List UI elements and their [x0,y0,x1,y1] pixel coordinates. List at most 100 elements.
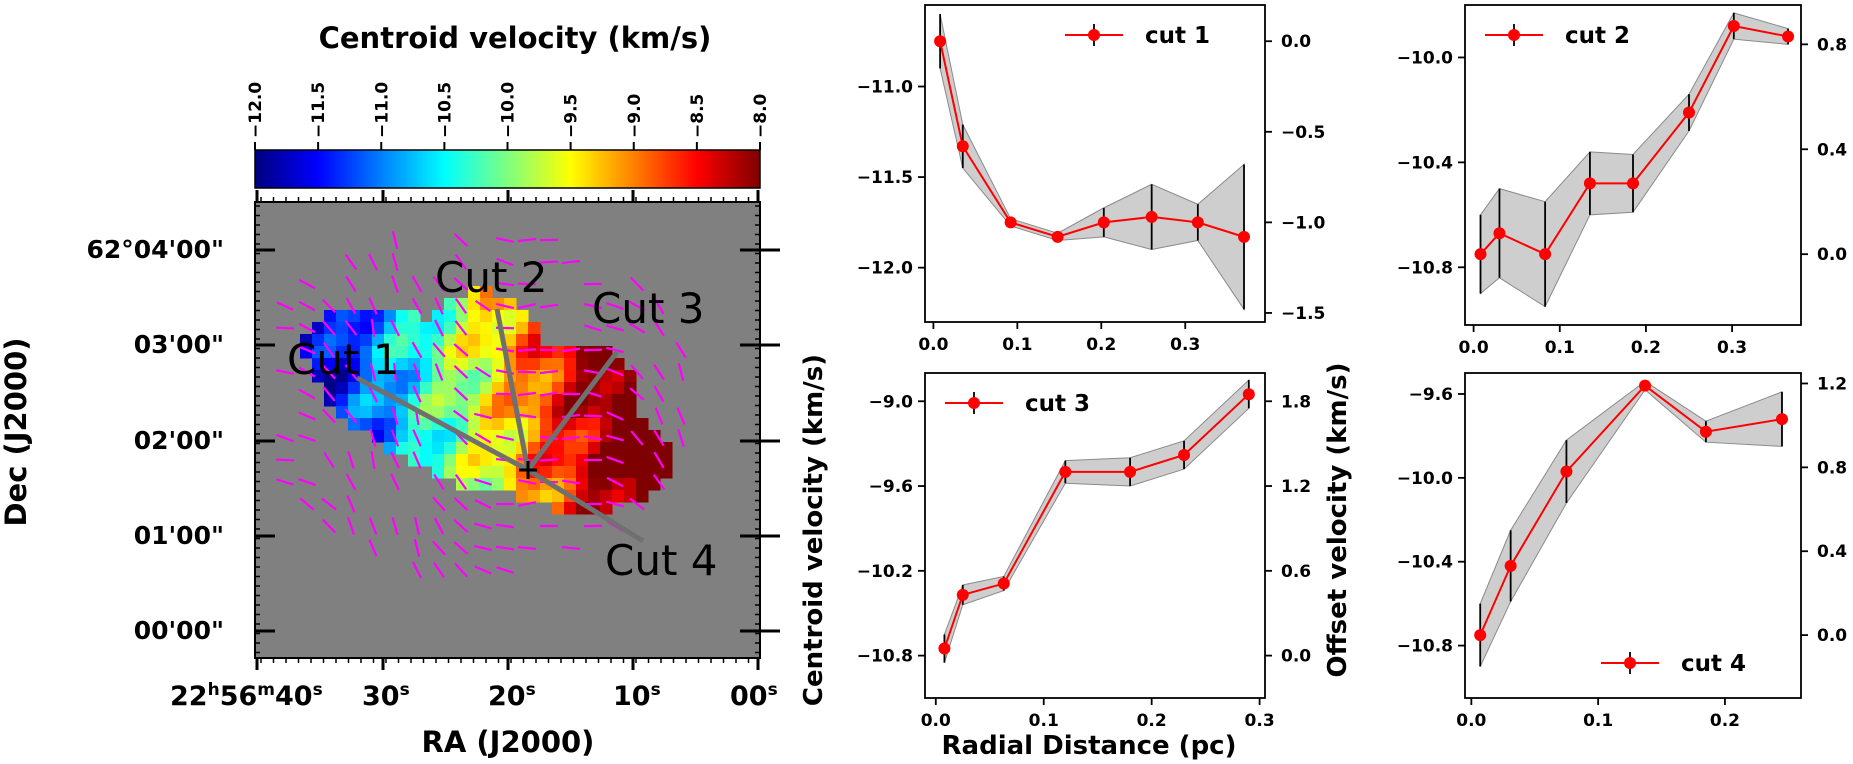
polarization-vector [347,451,355,469]
dec-tick-label: 62°04'00" [86,235,224,264]
polarization-vector [298,322,316,334]
colorbar [254,149,761,189]
velocity-pixel [600,478,613,491]
polarization-vector [344,408,358,424]
offset-tick-label: 0.4 [1817,140,1847,160]
velocity-pixel [372,358,385,371]
velocity-pixel [348,310,361,323]
polarization-vector [606,476,624,488]
velocity-pixel [516,322,529,335]
polarization-vector [539,303,559,309]
x-tick-label: 0.2 [1086,335,1116,355]
dec-tick-label: 03'00" [134,330,224,359]
velocity-pixel [552,346,565,359]
velocity-pixel [372,430,385,443]
polarization-vector [345,473,357,491]
polarization-vector [413,539,421,557]
velocity-pixel [636,490,649,503]
data-point [1004,216,1017,229]
x-tick-label: 0.0 [1456,711,1486,731]
velocity-pixel [540,346,553,359]
velocity-pixel [600,418,613,431]
data-point [1627,177,1639,190]
polarization-vector [606,367,624,377]
polarization-vector [495,523,515,529]
velocity-pixel [396,430,409,443]
velocity-pixel [432,382,445,395]
velocity-pixel [444,394,457,407]
colorbar-tick-label: −11.5 [309,82,329,138]
velocity-pixel [408,322,421,335]
plot-frame [924,4,1266,323]
velocity-pixel [624,406,637,419]
data-point [1782,30,1795,43]
colorbar-tick-label: −8.5 [688,94,708,138]
velocity-pixel [552,502,565,515]
polarization-vector [322,320,336,336]
polarization-vector [433,473,445,491]
polarization-vector [391,253,399,271]
polarization-vector [411,297,423,315]
polarization-vector [434,319,444,337]
colorbar-tick-label: −12.0 [246,82,266,138]
velocity-pixel [468,454,481,467]
velocity-pixel [360,406,373,419]
polarization-vector [433,517,445,535]
velocity-pixel [576,442,589,455]
velocity-pixel [348,418,361,431]
polarization-vector [583,302,603,310]
velocity-pixel [420,394,433,407]
polarization-vector [677,363,685,381]
offset-velocity-axis-label: Offset velocity (km/s) [1323,363,1353,678]
velocity-pixel [552,394,565,407]
data-point [1059,465,1072,478]
polarization-vector [539,458,559,462]
velocity-pixel [372,310,385,323]
velocity-pixel [420,454,433,467]
polarization-vector [630,430,644,446]
velocity-pixel [300,334,313,347]
velocity-pixel [312,346,325,359]
polarization-vector [298,411,316,421]
velocity-pixel [324,334,337,347]
polarization-vector [298,388,316,400]
cut-4-line [526,467,645,544]
polarization-vector [652,474,666,490]
x-tick-label: 0.0 [921,711,951,731]
polarization-vector [496,566,514,574]
polarization-vector [432,342,446,358]
polarization-vector [653,451,665,469]
polarization-vector [323,451,335,469]
velocity-pixel [396,346,409,359]
data-point [956,140,969,153]
velocity-pixel [600,442,613,455]
polarization-vector [433,561,445,579]
velocity-pixel [456,370,469,383]
velocity-pixel [612,442,625,455]
velocity-pixel [444,466,457,479]
offset-tick-label: 1.2 [1281,477,1311,497]
velocity-pixel [372,346,385,359]
offset-tick-label: 0.8 [1817,35,1847,55]
velocity-pixel [468,346,481,359]
offset-tick-label: 0.0 [1817,245,1847,265]
velocity-pixel [612,382,625,395]
velocity-pixel [444,334,457,347]
velocity-pixel [468,406,481,419]
polarization-vector [413,516,421,536]
polarization-vector [412,385,422,403]
velocity-pixel [468,370,481,383]
velocity-pixel [444,442,457,455]
y-tick-label: −10.8 [857,647,913,667]
velocity-pixel [360,418,373,431]
y-tick-label: −12.0 [857,259,913,279]
velocity-pixel [648,466,661,479]
polarization-vector [654,407,664,425]
polarization-vector [517,348,537,352]
velocity-pixel [396,382,409,395]
polarization-vector [539,369,559,375]
velocity-pixel [492,382,505,395]
velocity-pixel [420,370,433,383]
polarization-vector [629,497,645,511]
velocity-pixel [348,322,361,335]
